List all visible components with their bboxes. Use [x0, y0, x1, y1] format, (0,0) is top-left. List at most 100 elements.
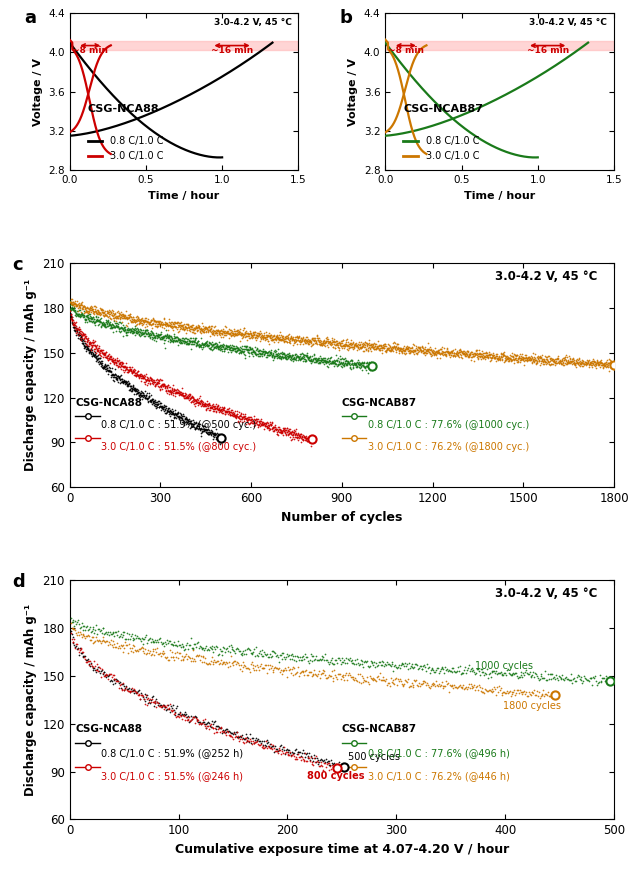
- Point: [244, 331, 254, 345]
- Point: [150, 317, 160, 331]
- Point: [153, 647, 163, 661]
- Point: [510, 346, 520, 360]
- Point: [257, 346, 267, 360]
- Point: [114, 323, 124, 337]
- Point: [82, 654, 92, 668]
- Point: [544, 352, 555, 366]
- Point: [251, 340, 261, 354]
- Point: [186, 713, 196, 727]
- Point: [472, 662, 482, 676]
- Point: [177, 415, 187, 429]
- Point: [272, 426, 282, 440]
- Point: [445, 350, 455, 364]
- Point: [321, 751, 331, 766]
- Point: [120, 311, 130, 325]
- Point: [362, 670, 372, 684]
- Point: [203, 321, 213, 335]
- Point: [233, 343, 243, 357]
- Point: [173, 315, 183, 329]
- Point: [192, 336, 203, 350]
- Point: [202, 337, 212, 352]
- Point: [535, 352, 545, 366]
- Point: [74, 617, 84, 631]
- Point: [150, 315, 160, 329]
- Point: [491, 349, 501, 363]
- Point: [546, 357, 556, 371]
- Point: [218, 640, 229, 654]
- Point: [303, 351, 313, 365]
- Point: [275, 349, 285, 363]
- Point: [512, 669, 522, 683]
- Point: [292, 427, 302, 441]
- Point: [66, 307, 76, 322]
- Point: [136, 389, 146, 403]
- Point: [344, 338, 354, 352]
- Point: [211, 427, 222, 441]
- Point: [167, 331, 177, 345]
- Point: [142, 692, 152, 707]
- Point: [100, 359, 110, 373]
- Point: [77, 627, 87, 641]
- Point: [543, 354, 553, 368]
- Point: [305, 349, 315, 363]
- Point: [66, 300, 76, 315]
- Point: [91, 341, 101, 355]
- Point: [260, 741, 270, 755]
- Point: [296, 753, 306, 767]
- Point: [506, 668, 517, 682]
- Point: [337, 351, 347, 365]
- Point: [546, 352, 556, 366]
- Point: [170, 316, 180, 330]
- Point: [280, 330, 290, 344]
- Point: [172, 329, 182, 344]
- Point: [197, 396, 207, 410]
- Point: [428, 344, 438, 358]
- Point: [106, 319, 116, 333]
- Point: [90, 299, 100, 313]
- Point: [360, 340, 370, 354]
- Point: [410, 343, 420, 357]
- Point: [86, 342, 96, 356]
- Point: [91, 342, 101, 356]
- Point: [408, 344, 418, 359]
- Point: [362, 339, 372, 353]
- Point: [107, 352, 117, 366]
- Point: [470, 348, 480, 362]
- Point: [596, 355, 606, 369]
- Point: [261, 419, 272, 433]
- Point: [396, 344, 406, 359]
- Point: [191, 415, 201, 429]
- Point: [77, 646, 87, 660]
- Point: [194, 640, 204, 655]
- Point: [360, 335, 370, 349]
- Point: [364, 355, 374, 369]
- Point: [391, 671, 401, 685]
- Point: [542, 356, 552, 370]
- Point: [160, 317, 170, 331]
- Point: [231, 345, 241, 359]
- Point: [520, 354, 530, 368]
- Point: [89, 349, 99, 363]
- Point: [97, 361, 108, 375]
- Point: [522, 352, 532, 366]
- Point: [378, 338, 388, 352]
- Point: [200, 651, 210, 665]
- Point: [183, 317, 193, 331]
- Point: [220, 325, 230, 339]
- Point: [153, 329, 163, 343]
- Point: [259, 416, 269, 430]
- Point: [283, 426, 293, 440]
- Point: [420, 675, 430, 689]
- Point: [197, 316, 207, 330]
- Point: [90, 335, 100, 349]
- Point: [180, 708, 191, 722]
- Point: [332, 337, 342, 351]
- Point: [181, 335, 191, 349]
- Point: [120, 632, 130, 646]
- Point: [121, 375, 131, 389]
- Point: [244, 349, 254, 363]
- Point: [76, 647, 86, 661]
- Point: [429, 677, 439, 692]
- Point: [96, 311, 106, 325]
- Point: [345, 337, 355, 352]
